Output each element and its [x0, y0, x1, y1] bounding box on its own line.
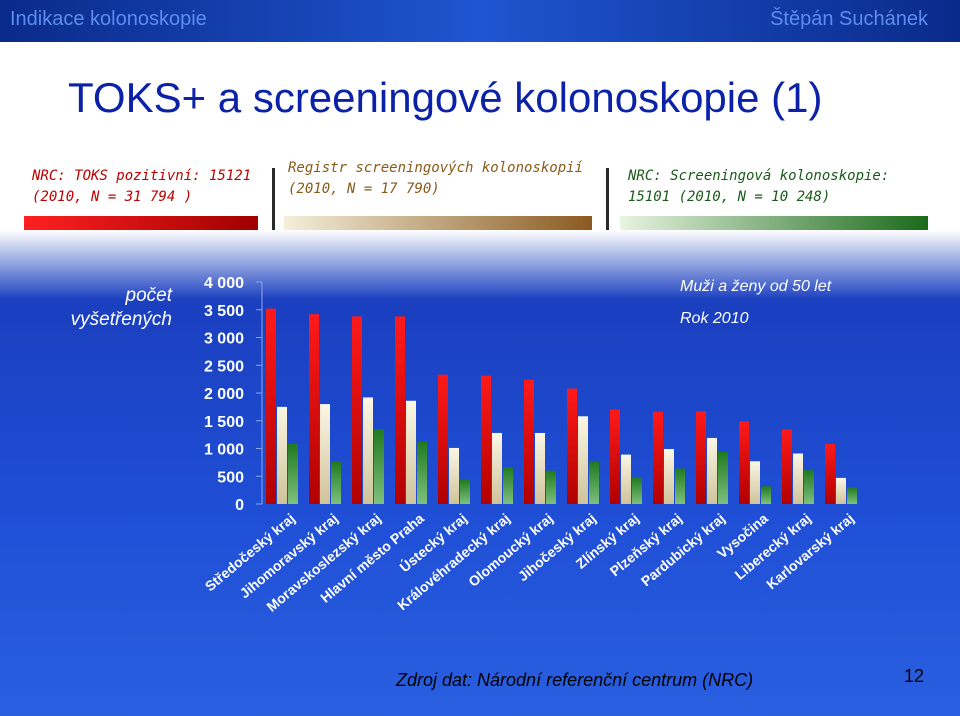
bar-toks [653, 411, 663, 504]
legend-block-toks: NRC: TOKS pozitivní: 15121 (2010, N = 31… [32, 166, 251, 208]
bar-toks [266, 308, 276, 504]
legend-block-line: (2010, N = 31 794 ) [32, 189, 193, 205]
bar-registry [578, 416, 588, 504]
legend-swatch-screening [620, 216, 928, 230]
legend-block-line: NRC: TOKS pozitivní: 15121 [32, 168, 252, 184]
bar-registry [492, 432, 502, 504]
bar-toks [352, 316, 362, 504]
bar-screening [288, 444, 298, 504]
y-axis-label: počet vyšetřených [40, 284, 172, 332]
header-author: Štěpán Suchánek [770, 8, 928, 30]
bar-registry [836, 477, 846, 504]
bar-screening [675, 468, 685, 504]
legend-block-registry: Registr screeningových kolonoskopií (201… [288, 158, 583, 200]
y-tick-label: 3 500 [204, 303, 244, 320]
header-left-text: Indikace kolonoskopie [10, 8, 207, 30]
page-number: 12 [904, 666, 925, 686]
bar-toks [395, 316, 405, 504]
annotation-year: Rok 2010 [680, 310, 749, 327]
bar-screening [417, 441, 427, 504]
bar-screening [804, 470, 814, 504]
bar-screening [632, 477, 642, 504]
bar-registry [363, 397, 373, 504]
y-axis-label-line: počet [125, 285, 172, 306]
bar-screening [374, 429, 384, 504]
bar-registry [449, 447, 459, 504]
legend-block-line: Registr screeningových kolonoskopií [288, 160, 584, 176]
y-tick-label: 2 000 [204, 386, 244, 403]
y-axis-label-line: vyšetřených [70, 309, 172, 330]
bar-registry [750, 461, 760, 504]
annotation-age: Muži a ženy od 50 let [680, 278, 832, 295]
bar-toks [481, 375, 491, 504]
legend-block-screening: NRC: Screeningová kolonoskopie: 15101 (2… [628, 166, 889, 208]
legend-swatch-registry [284, 216, 592, 230]
bar-screening [331, 461, 341, 504]
bar-toks [524, 379, 534, 504]
divider [606, 168, 609, 230]
bar-screening [503, 467, 513, 504]
y-tick-label: 1 500 [204, 414, 244, 431]
legend-block-line: NRC: Screeningová kolonoskopie: [628, 168, 890, 184]
bar-toks [739, 421, 749, 504]
bar-screening [589, 461, 599, 504]
bar-toks [696, 411, 706, 504]
y-tick-label: 4 000 [204, 275, 244, 292]
bar-screening [460, 479, 470, 504]
divider [272, 168, 275, 230]
bar-registry [277, 406, 287, 504]
bar-registry [793, 453, 803, 504]
bar-screening [546, 470, 556, 504]
bar-screening [761, 486, 771, 504]
legend-block-line: 15101 (2010, N = 10 248) [628, 189, 831, 205]
y-tick-label: 0 [235, 497, 244, 514]
bar-toks [438, 374, 448, 504]
bar-toks [567, 388, 577, 504]
bar-registry [707, 437, 717, 504]
bar-registry [664, 449, 674, 504]
bar-registry [406, 400, 416, 504]
y-tick-label: 2 500 [204, 358, 244, 375]
bar-registry [621, 454, 631, 504]
legend-swatch-toks [24, 216, 258, 230]
y-tick-label: 500 [217, 469, 244, 486]
y-tick-label: 3 000 [204, 331, 244, 348]
bar-registry [320, 404, 330, 504]
y-tick-label: 1 000 [204, 442, 244, 459]
bar-screening [847, 487, 857, 504]
bar-toks [782, 429, 792, 504]
bar-screening [718, 451, 728, 504]
bar-toks [309, 314, 319, 504]
bar-registry [535, 432, 545, 504]
header-bar: Indikace kolonoskopie Štěpán Suchánek [0, 0, 960, 42]
slide-title: TOKS+ a screeningové kolonoskopie (1) [68, 74, 823, 121]
bar-toks [610, 409, 620, 504]
bar-toks [825, 444, 835, 504]
source-note: Zdroj dat: Národní referenční centrum (N… [396, 670, 754, 690]
legend-block-line: (2010, N = 17 790) [288, 181, 440, 197]
